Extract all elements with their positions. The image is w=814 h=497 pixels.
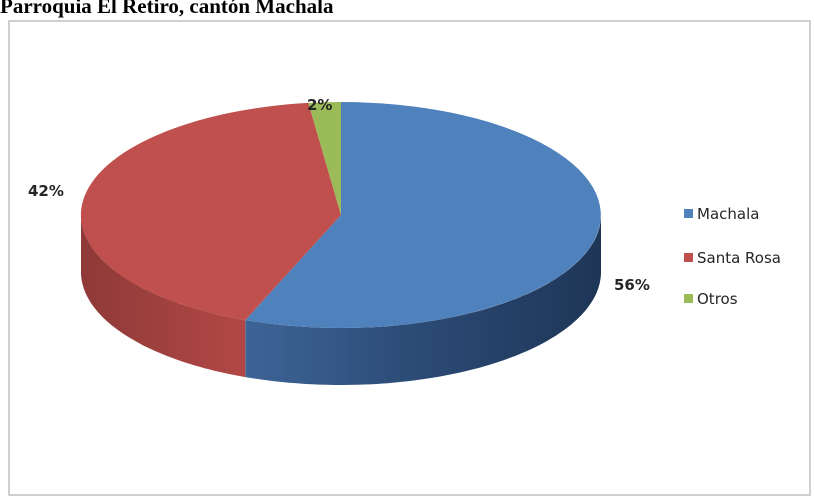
pie-slice-side-santa-rosa (81, 215, 246, 378)
data-label-otros: 2% (307, 96, 332, 114)
legend-label-santa-rosa: Santa Rosa (697, 249, 781, 267)
legend: Machala Santa Rosa Otros (684, 205, 781, 308)
legend-label-machala: Machala (697, 205, 759, 223)
pie-sides (81, 215, 602, 385)
legend-swatch-machala (684, 209, 693, 218)
pie-tops (80, 102, 601, 328)
data-label-santa-rosa: 42% (28, 182, 64, 200)
pie-slice-side-machala (245, 216, 602, 385)
legend-label-otros: Otros (697, 290, 738, 308)
chart-title: Parroquia El Retiro, cantón Machala (0, 0, 334, 18)
legend-swatch-santa-rosa (684, 253, 693, 262)
pie-slice-machala (245, 102, 601, 328)
legend-swatch-otros (684, 294, 693, 303)
pie-slice-santa-rosa (80, 102, 342, 321)
pie-slice-otros (308, 102, 341, 215)
data-label-machala: 56% (614, 276, 650, 294)
